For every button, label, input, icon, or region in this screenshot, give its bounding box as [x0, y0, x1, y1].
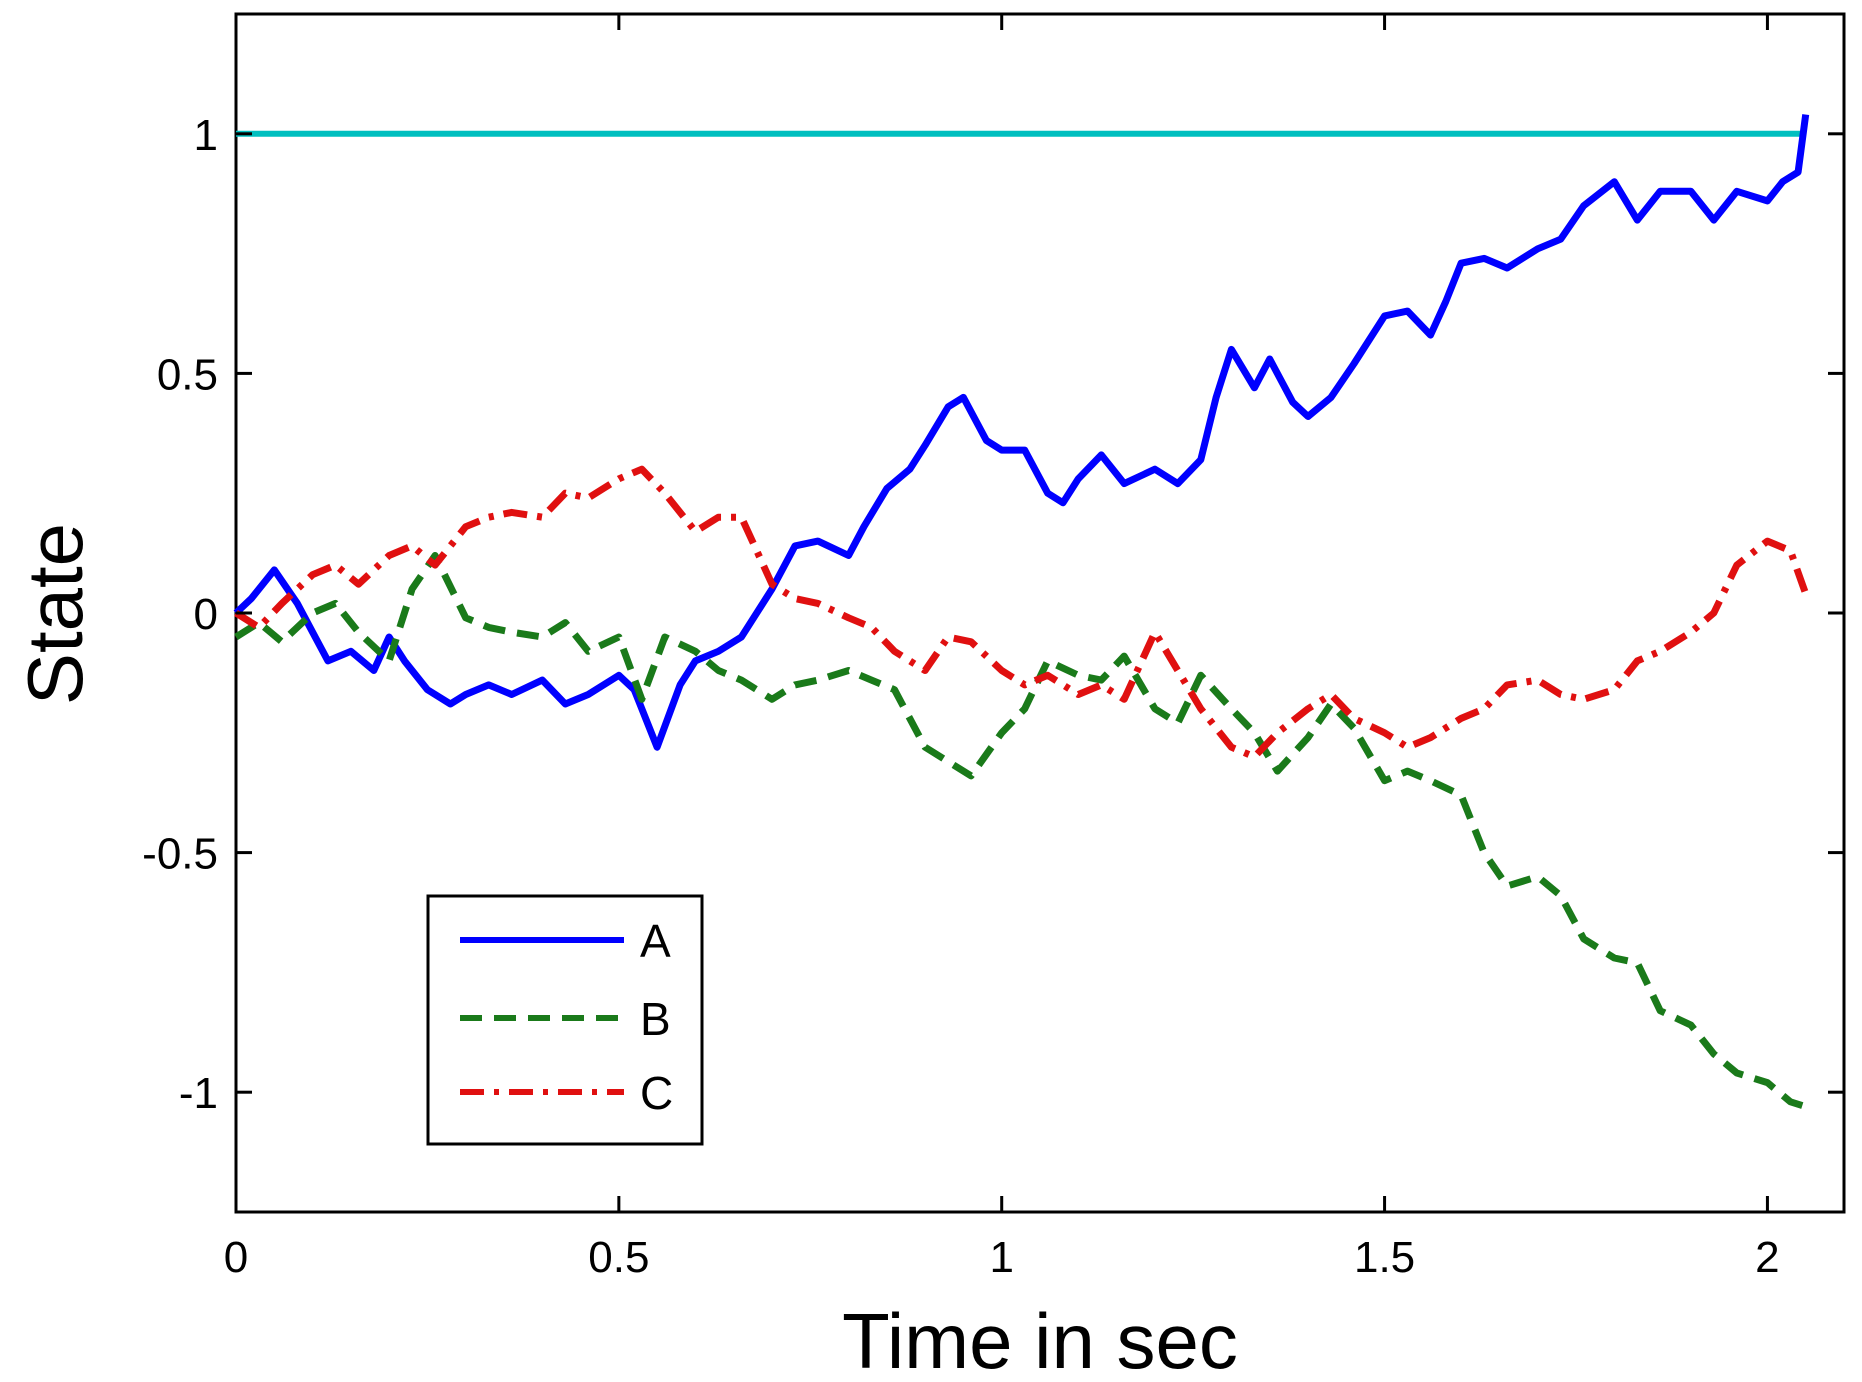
plot-area: 0 0.5 1 1.5 2 -1 -0.5 0 0.5 1	[142, 12, 1846, 1282]
x-tick-label: 1	[989, 1233, 1013, 1282]
x-tick-label: 0	[224, 1233, 248, 1282]
series-line-c	[234, 465, 1809, 761]
series-line-b	[234, 552, 1807, 1110]
x-tick-label: 2	[1755, 1233, 1779, 1282]
y-tick-label: 1	[194, 111, 218, 160]
legend-label-c: C	[640, 1067, 673, 1119]
x-tick-label: 1.5	[1354, 1233, 1415, 1282]
y-tick-label: 0.5	[157, 350, 218, 399]
series-line-a	[233, 114, 1810, 751]
y-tick-label: -0.5	[142, 830, 218, 879]
y-axis-title: State	[11, 523, 99, 705]
legend-label-a: A	[640, 915, 671, 967]
x-axis-title: Time in sec	[842, 1297, 1238, 1382]
ticks-layer: 0 0.5 1 1.5 2 -1 -0.5 0 0.5 1	[142, 14, 1844, 1282]
y-tick-label: 0	[194, 590, 218, 639]
legend-label-b: B	[640, 993, 671, 1045]
legend: A B C	[426, 894, 704, 1146]
series-layer	[233, 114, 1810, 1110]
x-tick-label: 0.5	[588, 1233, 649, 1282]
y-tick-label: -1	[179, 1069, 218, 1118]
